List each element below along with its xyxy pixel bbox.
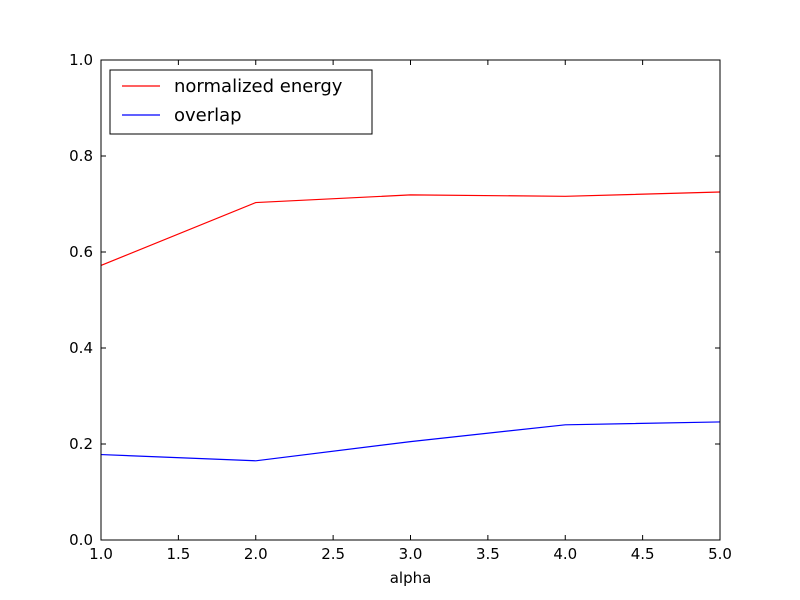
x-tick-label: 2.5 [321, 545, 345, 563]
x-tick-label: 4.5 [631, 545, 655, 563]
x-tick-label: 5.0 [708, 545, 732, 563]
series-line-overlap [100, 421, 721, 462]
x-axis-label: alpha [390, 569, 432, 587]
legend-label: overlap [174, 105, 242, 126]
x-tick-label: 4.0 [553, 545, 577, 563]
ticks-layer: 1.0 1.5 2.0 2.5 3.0 3.5 4.0 4.5 5.0 0.0 0.2 0.4 0.6 0… [69, 51, 732, 563]
x-tick-label: 1.5 [166, 545, 190, 563]
y-tick-label: 0.4 [69, 339, 93, 357]
series-line-normalized-energy [100, 191, 721, 266]
x-tick-label: 1.0 [89, 545, 113, 563]
y-tick-label: 1.0 [69, 51, 93, 69]
x-tick-label: 2.0 [244, 545, 268, 563]
y-tick-label: 0.0 [69, 531, 93, 549]
x-tick-label: 3.0 [399, 545, 423, 563]
y-tick-label: 0.8 [69, 147, 93, 165]
legend-box [109, 69, 373, 135]
legend: normalized energy overlap [109, 69, 373, 135]
legend-label: normalized energy [174, 76, 343, 97]
x-tick-label: 3.5 [476, 545, 500, 563]
y-tick-label: 0.6 [69, 243, 93, 261]
y-tick-label: 0.2 [69, 435, 93, 453]
series-layer [100, 191, 721, 462]
